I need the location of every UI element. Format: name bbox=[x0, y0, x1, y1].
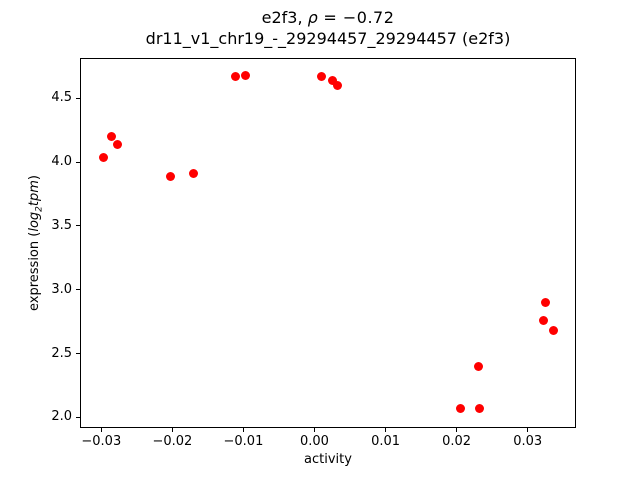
y-tick-label: 2.5 bbox=[51, 345, 72, 361]
data-point bbox=[538, 315, 548, 325]
data-point bbox=[332, 81, 342, 91]
y-tick-mark bbox=[76, 416, 80, 418]
data-point bbox=[189, 169, 199, 179]
y-tick-mark bbox=[76, 225, 80, 227]
x-tick-label: −0.03 bbox=[81, 433, 122, 449]
x-tick-label: 0.03 bbox=[513, 433, 543, 449]
y-tick-mark bbox=[76, 353, 80, 354]
data-point bbox=[166, 171, 176, 181]
ylabel-suffix: ) bbox=[27, 175, 42, 181]
x-tick-mark bbox=[100, 427, 102, 432]
chart-title-line1: e2f3, ρ = −0.72 bbox=[40, 7, 616, 28]
title-gene-text: e2f3, bbox=[261, 8, 308, 27]
x-tick-label: −0.01 bbox=[223, 433, 264, 449]
ylabel-prefix: expression ( bbox=[27, 231, 42, 311]
x-tick-mark bbox=[171, 427, 173, 432]
x-tick-mark bbox=[313, 427, 315, 432]
data-point bbox=[327, 75, 337, 85]
y-tick-label: 4.0 bbox=[51, 154, 72, 170]
data-point bbox=[548, 326, 558, 336]
y-tick-label: 2.0 bbox=[51, 409, 72, 425]
chart-subtitle: dr11_v1_chr19_-_29294457_29294457 (e2f3) bbox=[145, 29, 511, 48]
y-tick-label: 3.5 bbox=[51, 217, 72, 233]
rho-symbol: ρ bbox=[307, 8, 318, 27]
x-tick-label: 0.00 bbox=[300, 433, 329, 449]
data-point bbox=[241, 70, 251, 80]
data-point bbox=[317, 72, 327, 82]
ylabel-tpm: tpm bbox=[27, 180, 42, 207]
x-tick-label: −0.02 bbox=[152, 433, 193, 449]
data-point bbox=[540, 297, 550, 307]
data-point bbox=[231, 72, 241, 82]
y-tick-mark bbox=[76, 289, 80, 291]
x-axis-label: activity bbox=[304, 452, 352, 467]
x-tick-label: 0.02 bbox=[442, 433, 472, 449]
data-point bbox=[113, 139, 123, 149]
y-tick-label: 3.0 bbox=[51, 281, 72, 297]
x-tick-mark bbox=[527, 427, 529, 432]
plot-area bbox=[80, 57, 576, 428]
x-tick-mark bbox=[242, 427, 244, 432]
data-point bbox=[456, 403, 466, 413]
x-tick-label: 0.01 bbox=[371, 433, 401, 449]
data-point bbox=[474, 403, 484, 413]
rho-value: = −0.72 bbox=[317, 8, 395, 27]
x-tick-mark bbox=[456, 427, 458, 432]
data-point bbox=[106, 132, 116, 142]
x-tick-mark bbox=[385, 427, 387, 432]
chart-title: e2f3, ρ = −0.72 dr11_v1_chr19_-_29294457… bbox=[40, 7, 616, 49]
data-point bbox=[98, 152, 108, 162]
y-tick-mark bbox=[76, 97, 80, 99]
y-tick-label: 4.5 bbox=[51, 90, 72, 106]
y-axis-label: expression (log2tpm) bbox=[27, 58, 45, 428]
data-point bbox=[474, 361, 484, 371]
y-tick-mark bbox=[76, 161, 80, 163]
ylabel-log-base: 2 bbox=[34, 206, 45, 212]
